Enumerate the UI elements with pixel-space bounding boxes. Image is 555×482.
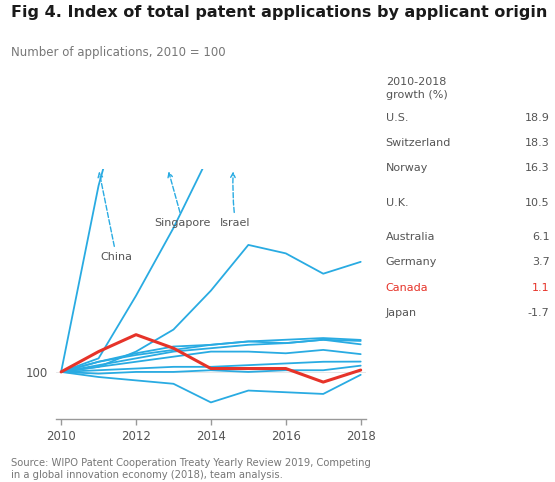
Text: U.K.: U.K.: [386, 198, 408, 208]
Text: Australia: Australia: [386, 232, 435, 242]
Text: 2010-2018
growth (%): 2010-2018 growth (%): [386, 77, 447, 99]
Text: Norway: Norway: [386, 163, 428, 173]
Text: 1.1: 1.1: [532, 282, 549, 293]
Text: Singapore: Singapore: [155, 173, 211, 228]
Text: Number of applications, 2010 = 100: Number of applications, 2010 = 100: [11, 46, 226, 59]
Text: Switzerland: Switzerland: [386, 138, 451, 148]
Text: 18.3: 18.3: [524, 138, 549, 148]
Text: 6.1: 6.1: [532, 232, 549, 242]
Text: 3.7: 3.7: [532, 257, 549, 268]
Text: 10.5: 10.5: [525, 198, 549, 208]
Text: Japan: Japan: [386, 308, 417, 318]
Text: 18.9: 18.9: [524, 113, 549, 123]
Text: Germany: Germany: [386, 257, 437, 268]
Text: Fig 4. Index of total patent applications by applicant origin: Fig 4. Index of total patent application…: [11, 5, 547, 20]
Text: China: China: [98, 173, 133, 262]
Text: Source: WIPO Patent Cooperation Treaty Yearly Review 2019, Competing
in a global: Source: WIPO Patent Cooperation Treaty Y…: [11, 458, 371, 480]
Text: Canada: Canada: [386, 282, 428, 293]
Text: -1.7: -1.7: [528, 308, 549, 318]
Text: Israel: Israel: [220, 173, 251, 228]
Text: U.S.: U.S.: [386, 113, 408, 123]
Text: 16.3: 16.3: [525, 163, 549, 173]
